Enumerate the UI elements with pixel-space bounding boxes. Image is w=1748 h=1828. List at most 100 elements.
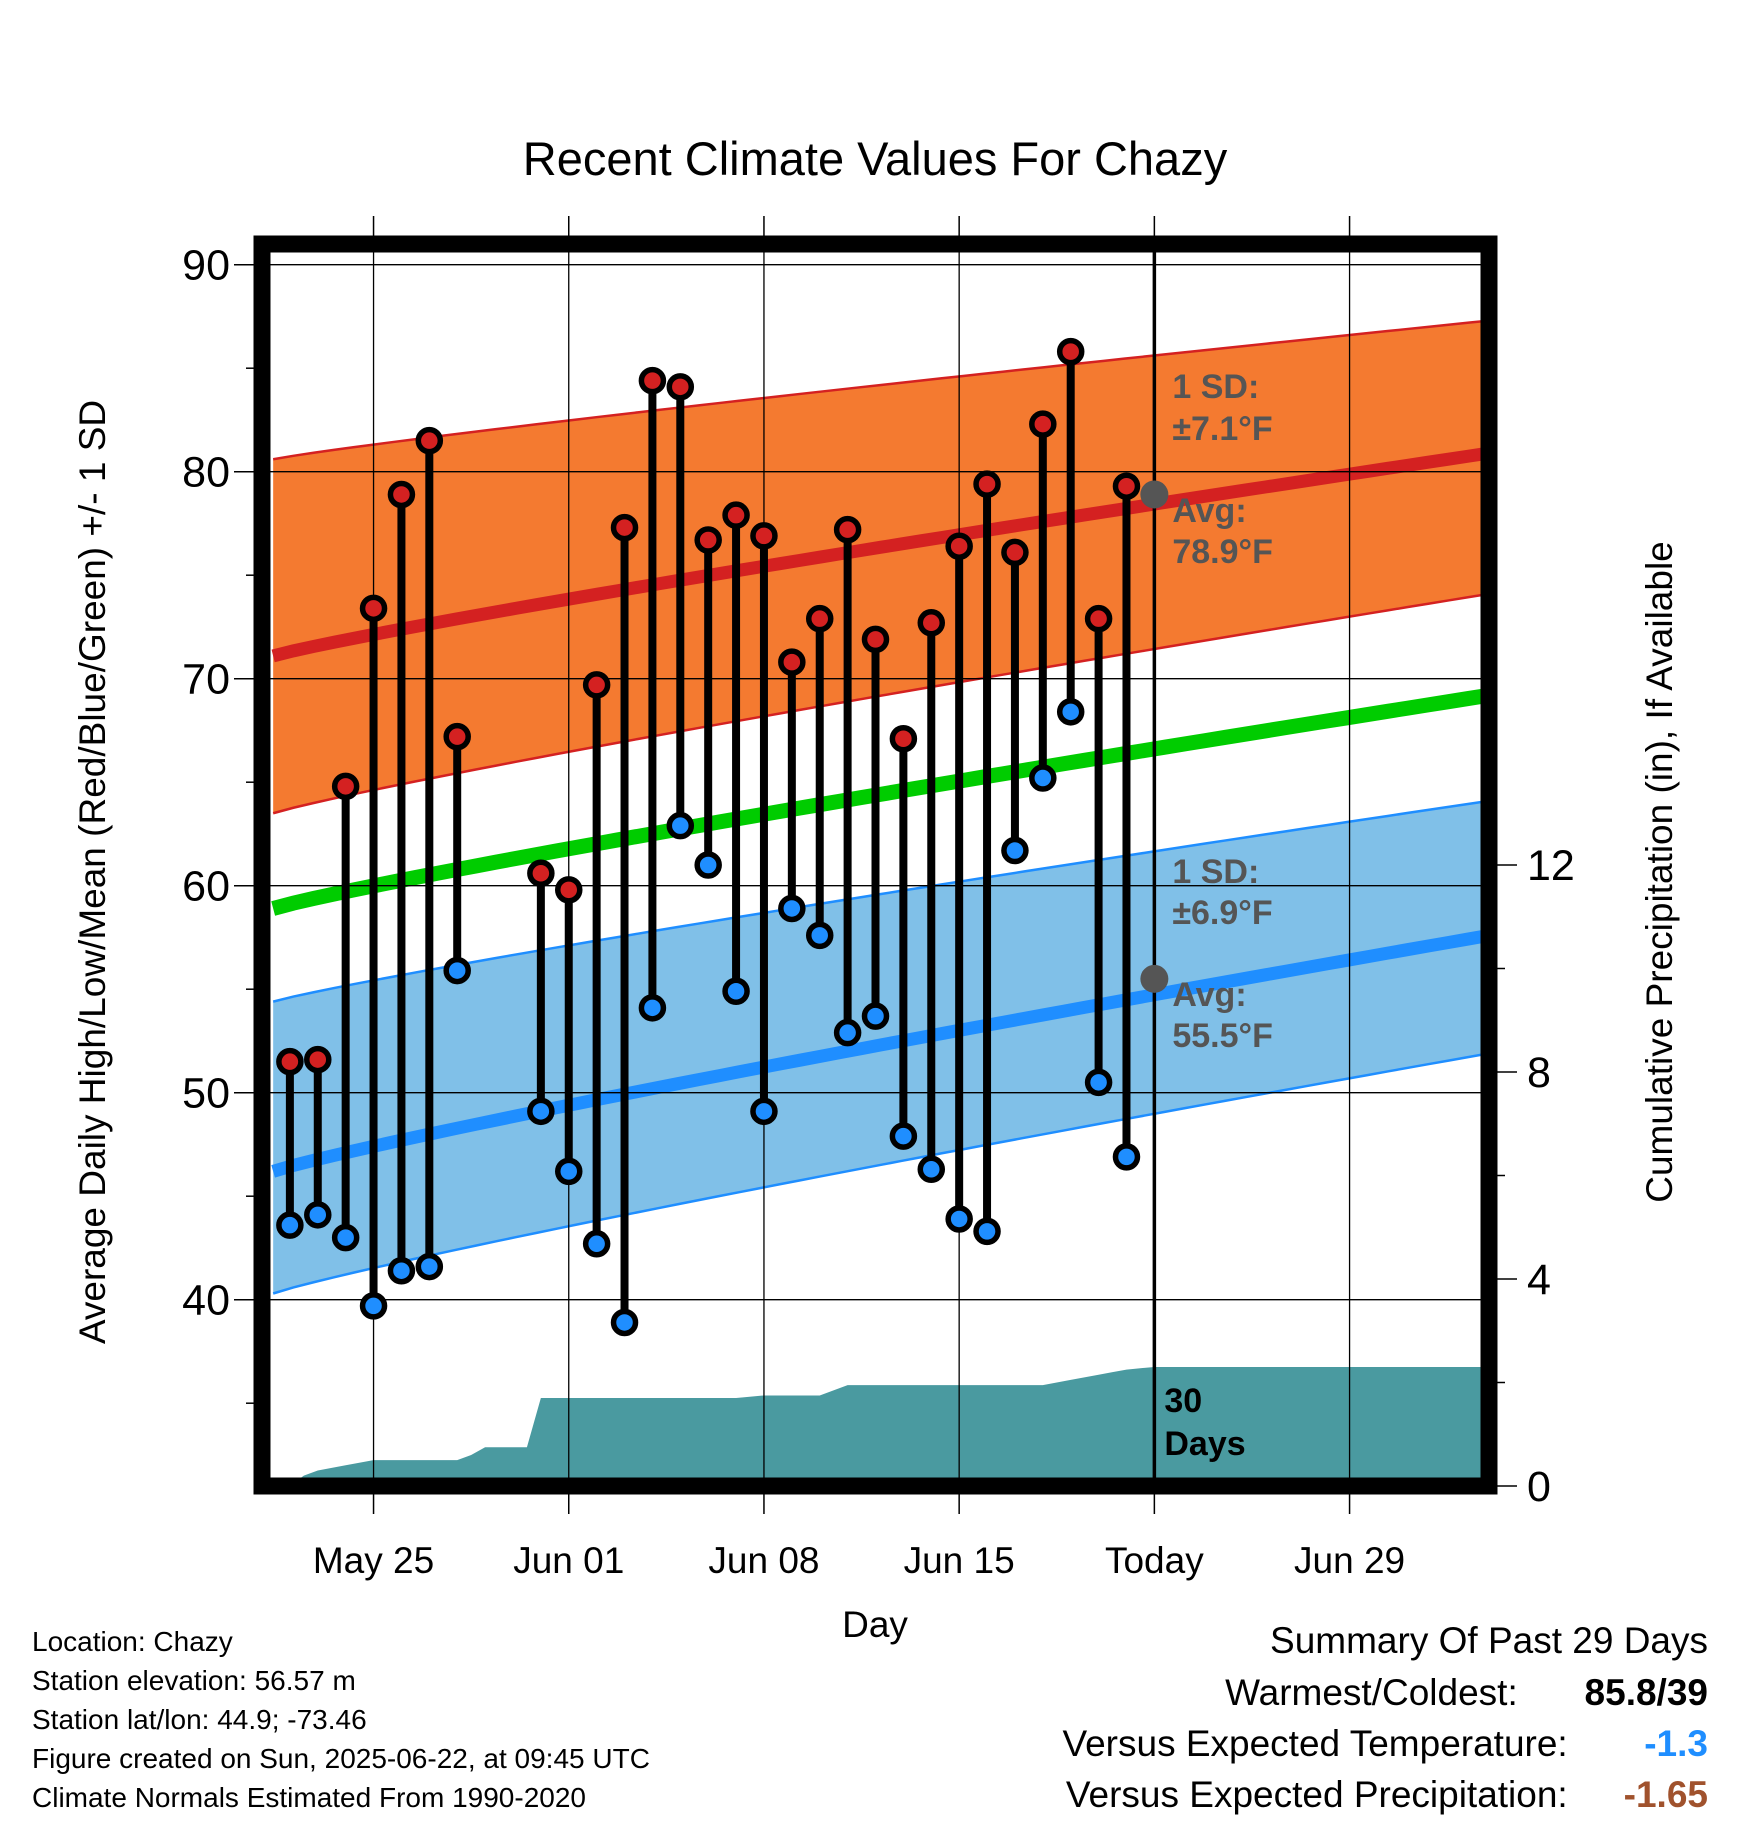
high-point <box>443 722 471 751</box>
low-sd-upper-edge <box>272 799 1490 1003</box>
today-low-avg-marker <box>1140 964 1169 993</box>
low-avg-label: Avg: <box>1172 976 1246 1014</box>
low-point <box>861 1002 890 1030</box>
y-tick-label: 80 <box>182 449 230 497</box>
normal-low-line <box>271 928 1491 1178</box>
high-point <box>694 526 722 554</box>
high-point <box>805 604 834 633</box>
x-tick-label: Today <box>1105 1540 1204 1581</box>
low-point <box>833 1018 862 1047</box>
low-point <box>359 1292 388 1320</box>
high-sd-band <box>273 320 1489 814</box>
low-point <box>694 851 722 879</box>
high-sd-value: ±7.1°F <box>1172 410 1272 448</box>
temp-label: Versus Expected Temperature: <box>1062 1723 1568 1764</box>
summary-title: Summary Of Past 29 Days <box>1270 1620 1708 1661</box>
low-point <box>443 956 471 985</box>
high-point <box>917 609 946 637</box>
summary-temp: Versus Expected Temperature: -1.3 <box>1062 1723 1708 1765</box>
y-tick-label: 60 <box>182 863 230 911</box>
high-avg-label: Avg: <box>1172 492 1246 530</box>
x-tick-label: May 25 <box>313 1540 434 1581</box>
footer-elevation: Station elevation: 56.57 m <box>32 1665 356 1696</box>
low-point <box>387 1256 416 1285</box>
y2-tick-label: 12 <box>1527 842 1575 890</box>
footer-normals: Climate Normals Estimated From 1990-2020 <box>32 1782 586 1813</box>
low-point <box>945 1205 973 1233</box>
summary-precip: Versus Expected Precipitation: -1.65 <box>1066 1774 1708 1816</box>
high-point <box>1056 337 1085 366</box>
high-sd-lower-edge <box>272 592 1490 815</box>
low-point <box>1001 836 1029 865</box>
normal-mean-line <box>271 687 1491 916</box>
warmest-coldest-value: 85.8/39 <box>1584 1672 1708 1713</box>
today-high-avg-marker <box>1140 480 1169 509</box>
warmest-coldest-label: Warmest/Coldest: <box>1225 1672 1518 1713</box>
precip-label: Versus Expected Precipitation: <box>1065 1774 1568 1815</box>
low-point <box>1056 698 1085 726</box>
high-point <box>359 594 388 623</box>
low-point <box>582 1230 611 1258</box>
high-point <box>750 522 778 550</box>
high-point <box>1001 538 1029 567</box>
high-point <box>1084 604 1113 633</box>
x-tick-label: Jun 15 <box>904 1540 1015 1581</box>
high-point <box>861 625 890 654</box>
low-point <box>1084 1068 1113 1097</box>
y-axis-label: Average Daily High/Low/Mean (Red/Blue/Gr… <box>72 400 113 1344</box>
low-point <box>276 1211 304 1239</box>
x-tick-label: Jun 08 <box>708 1540 819 1581</box>
y-tick-label: 50 <box>182 1070 230 1118</box>
footer-latlon: Station lat/lon: 44.9; -73.46 <box>32 1704 367 1735</box>
low-point <box>610 1308 639 1337</box>
high-point <box>945 532 973 560</box>
low-point <box>666 811 695 840</box>
high-point <box>973 470 1001 498</box>
y-tick-label: 70 <box>182 656 230 704</box>
low-sd-label: 1 SD: <box>1172 853 1259 891</box>
high-point <box>666 373 695 401</box>
y-tick-label: 90 <box>182 242 230 290</box>
low-point <box>1112 1143 1141 1171</box>
x-tick-label: Jun 29 <box>1294 1540 1405 1581</box>
low-point <box>889 1122 918 1150</box>
low-point <box>750 1097 778 1126</box>
low-point <box>973 1217 1001 1246</box>
low-point <box>555 1157 583 1186</box>
high-point <box>527 859 555 888</box>
low-point <box>415 1252 444 1281</box>
high-point <box>276 1047 304 1076</box>
plot-frame <box>253 235 1498 1495</box>
low-sd-lower-edge <box>272 1052 1490 1295</box>
high-point <box>582 671 611 699</box>
footer-location: Location: Chazy <box>32 1626 233 1657</box>
footer-created: Figure created on Sun, 2025-06-22, at 09… <box>32 1743 650 1774</box>
high-point <box>555 876 583 904</box>
high-sd-upper-edge <box>272 319 1490 461</box>
high-point <box>722 501 750 529</box>
high-point <box>1112 472 1141 500</box>
low-point <box>778 894 806 923</box>
low-point <box>917 1155 946 1184</box>
y2-axis-label: Cumulative Precipitation (in), If Availa… <box>1639 541 1680 1203</box>
days-unit-label: Days <box>1164 1425 1245 1463</box>
high-avg-value: 78.9°F <box>1172 533 1273 571</box>
low-point <box>722 977 750 1006</box>
y2-tick-label: 0 <box>1527 1463 1551 1511</box>
y2-tick-label: 8 <box>1527 1049 1551 1097</box>
low-point <box>331 1223 360 1252</box>
low-point <box>527 1097 555 1126</box>
y-tick-label: 40 <box>182 1277 230 1325</box>
low-point <box>805 921 834 950</box>
high-point <box>778 648 806 676</box>
temp-value: -1.3 <box>1644 1723 1708 1764</box>
high-point <box>331 772 360 801</box>
precip-area <box>273 1366 1489 1486</box>
high-point <box>387 480 416 509</box>
high-point <box>833 515 862 544</box>
high-point <box>1029 410 1057 438</box>
low-avg-value: 55.5°F <box>1172 1017 1273 1055</box>
high-point <box>415 426 444 455</box>
